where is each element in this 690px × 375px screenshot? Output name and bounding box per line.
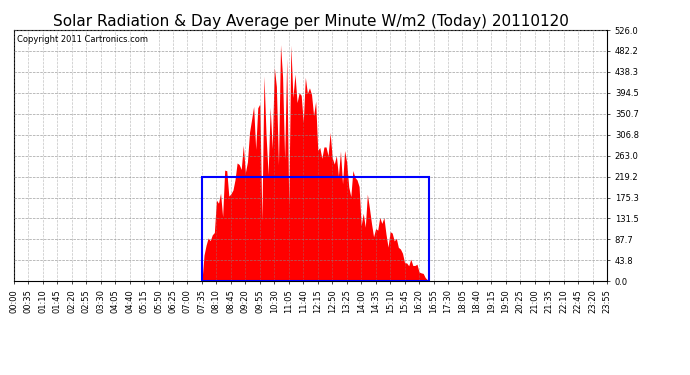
Bar (202, 177, 429, 281)
Text: Copyright 2011 Cartronics.com: Copyright 2011 Cartronics.com (17, 35, 148, 44)
Title: Solar Radiation & Day Average per Minute W/m2 (Today) 20110120: Solar Radiation & Day Average per Minute… (52, 14, 569, 29)
